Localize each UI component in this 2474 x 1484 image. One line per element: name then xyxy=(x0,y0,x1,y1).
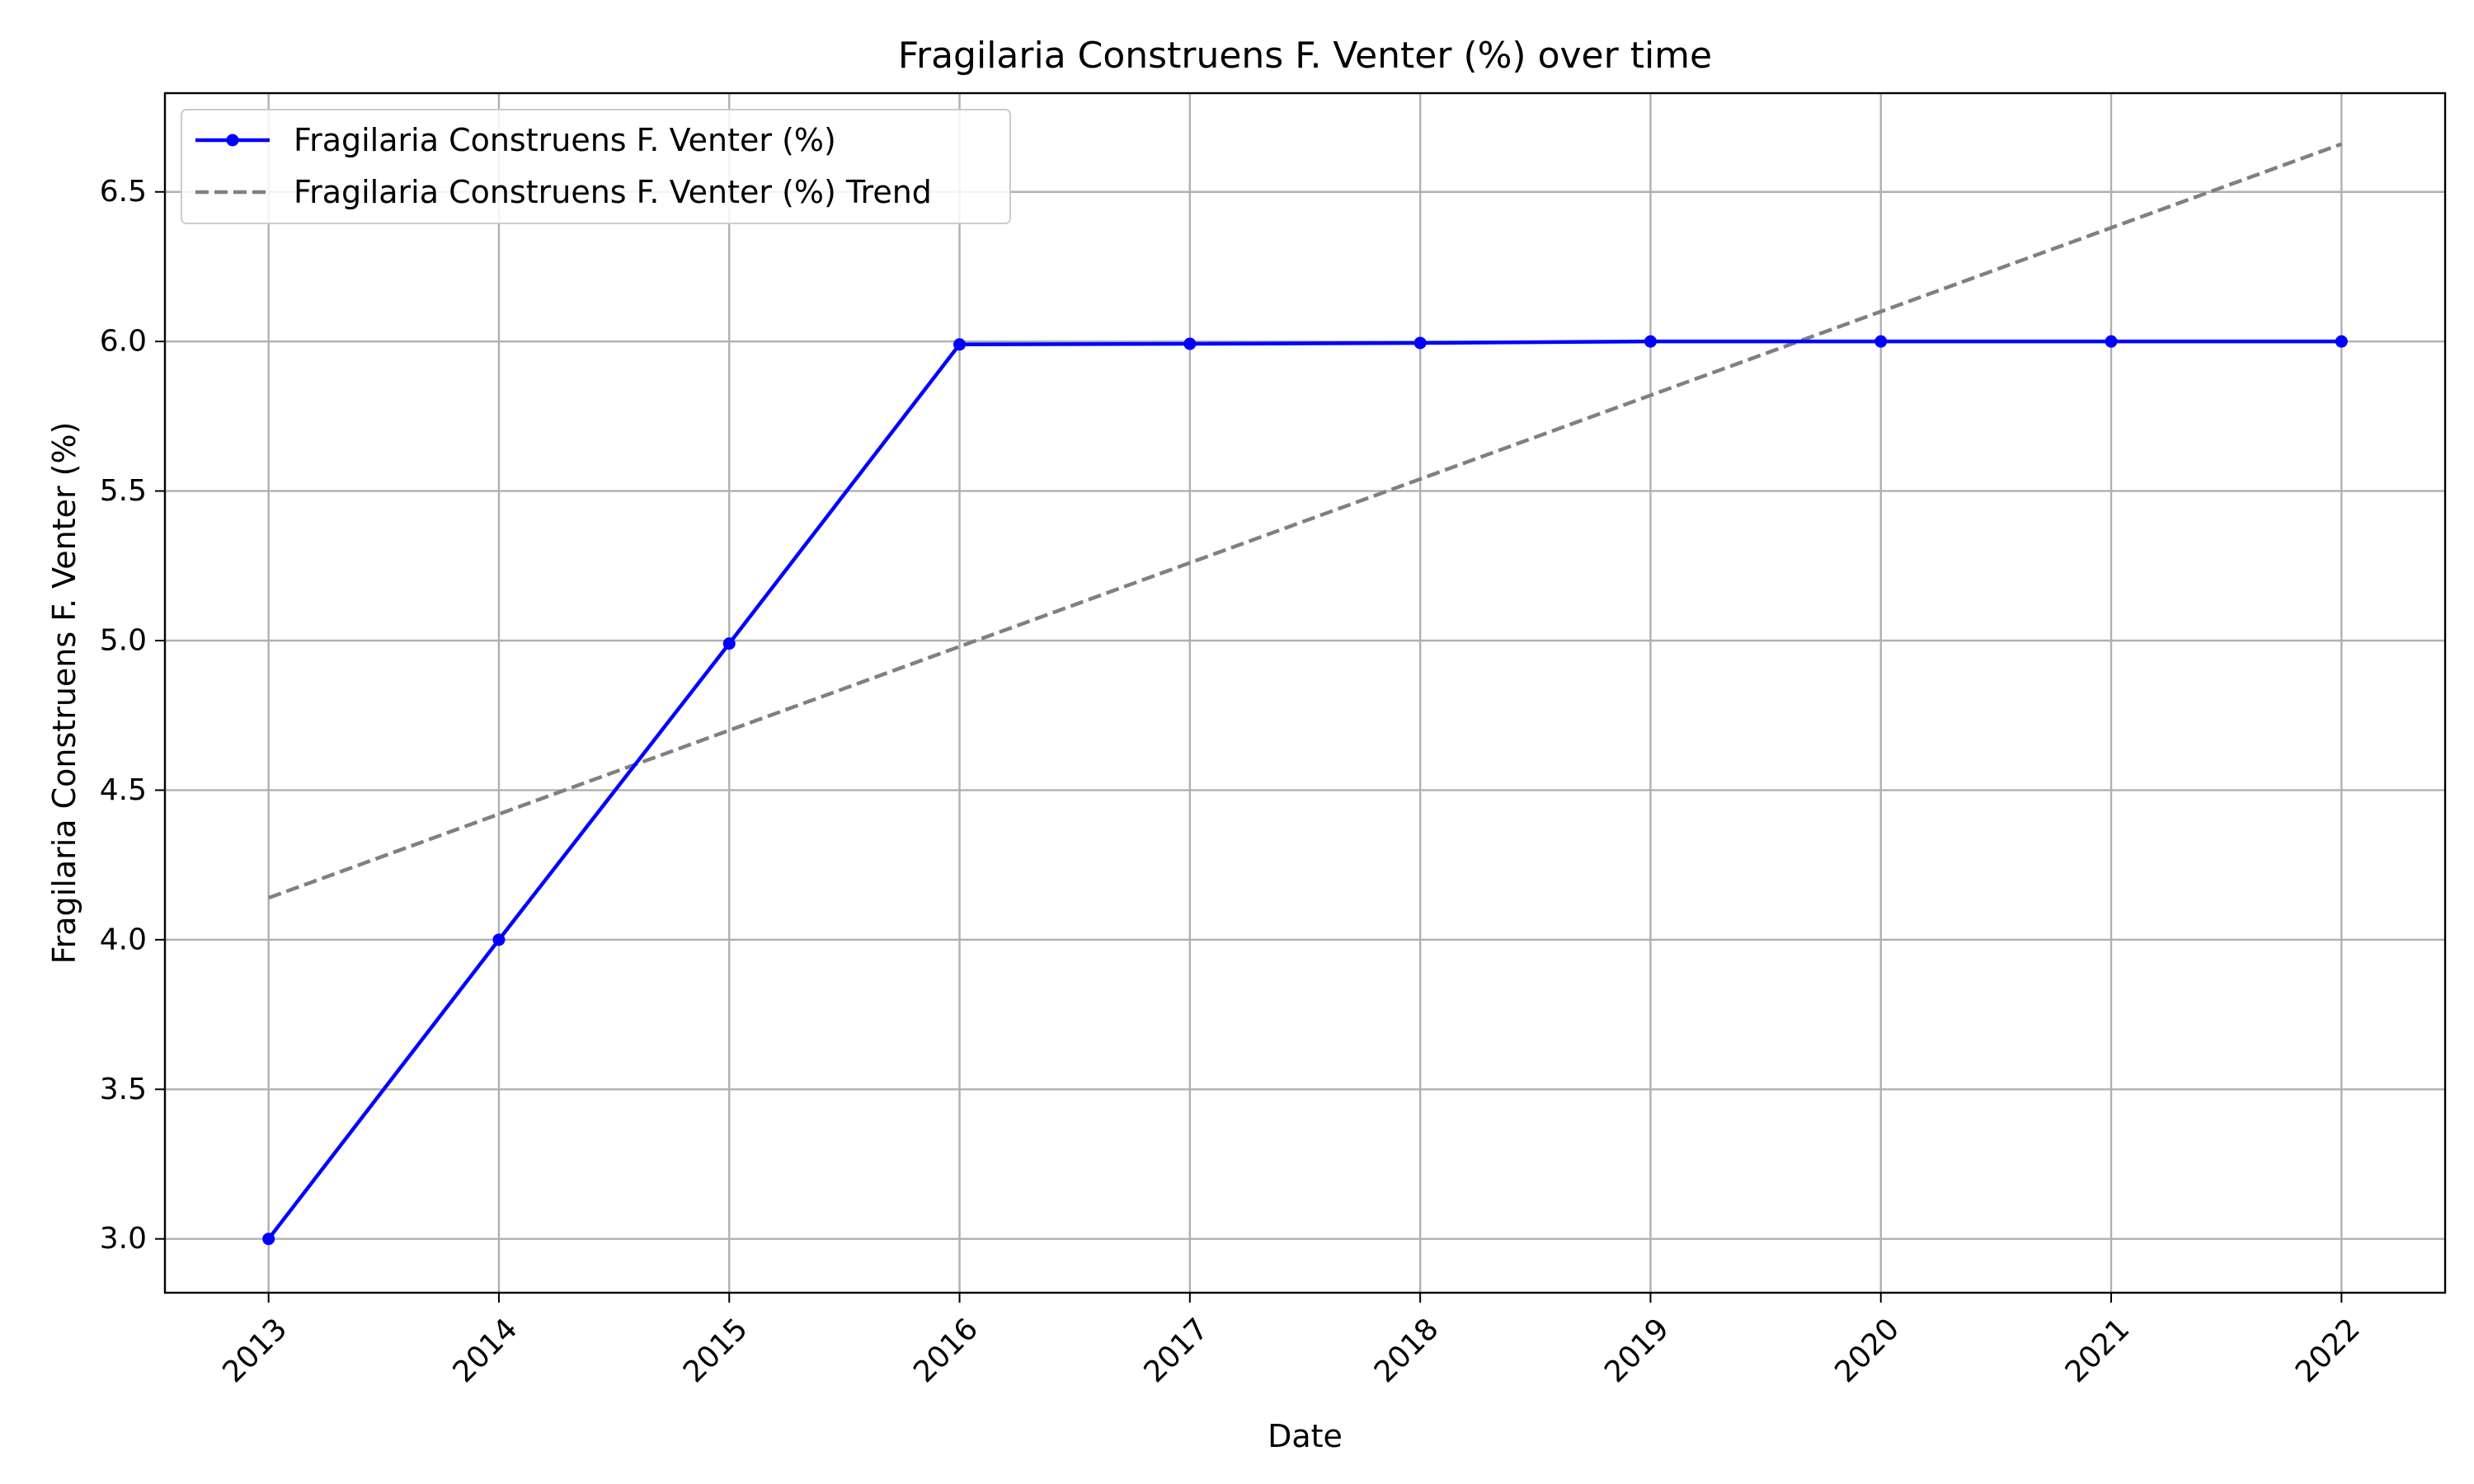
trend-line xyxy=(267,142,2343,900)
y-tick-label: 3.0 xyxy=(100,1222,147,1256)
x-axis-label: Date xyxy=(1268,1418,1343,1454)
y-tick-label: 5.5 xyxy=(100,474,147,508)
grid xyxy=(165,93,2445,1293)
data-point xyxy=(492,933,506,946)
y-tick-label: 6.0 xyxy=(100,325,147,359)
data-point xyxy=(722,637,736,650)
y-tick-label: 4.5 xyxy=(100,773,147,807)
series-group xyxy=(262,142,2348,1246)
legend-label-trend: Fragilaria Construens F. Venter (%) Tren… xyxy=(294,174,932,210)
data-point xyxy=(2335,335,2348,348)
legend-box xyxy=(181,109,1011,224)
y-tick-label: 3.5 xyxy=(100,1073,147,1106)
y-axis-label: Fragilaria Construens F. Venter (%) xyxy=(46,422,82,965)
data-point xyxy=(1413,336,1427,350)
data-point xyxy=(2105,335,2118,348)
data-point xyxy=(1183,337,1197,350)
data-point xyxy=(262,1233,275,1246)
y-tick-label: 6.5 xyxy=(100,175,147,209)
data-point xyxy=(1874,335,1888,348)
data-point xyxy=(953,338,967,351)
legend-label-observed: Fragilaria Construens F. Venter (%) xyxy=(294,122,836,158)
y-tick-label: 5.0 xyxy=(100,624,147,658)
y-tick-label: 4.0 xyxy=(100,923,147,956)
plot-area-frame xyxy=(163,92,2447,1294)
legend-marker-observed xyxy=(226,134,239,147)
series-line xyxy=(266,339,2342,1241)
data-point xyxy=(1644,335,1657,348)
chart-title: Fragilaria Construens F. Venter (%) over… xyxy=(898,35,1712,77)
legend: Fragilaria Construens F. Venter (%) Frag… xyxy=(181,109,1011,224)
